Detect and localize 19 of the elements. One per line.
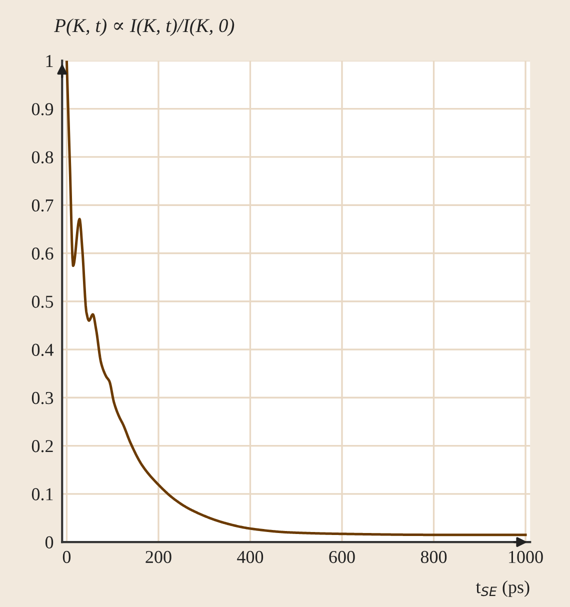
y-tick-label: 0.4 bbox=[32, 344, 54, 356]
y-tick-label: 0.8 bbox=[32, 151, 54, 164]
y-tick-label: 0.1 bbox=[32, 488, 53, 500]
y-tick-label: 0.3 bbox=[32, 392, 54, 404]
y-tick-label: 0 bbox=[45, 536, 54, 548]
x-axis-title: t$_{SE}$ (ps) bbox=[476, 580, 530, 597]
x-tick-label: 600 bbox=[329, 550, 355, 564]
x-tick-label: 400 bbox=[237, 550, 264, 564]
chart-title: P(K, t) ∝ I(K, t)/I(K, 0) bbox=[54, 18, 234, 36]
x-tick-label: 800 bbox=[420, 550, 447, 564]
y-tick-label: 0.6 bbox=[32, 248, 54, 260]
y-tick-label: 1 bbox=[46, 55, 53, 67]
y-tick-label: 0.7 bbox=[32, 199, 54, 212]
x-tick-label: 1000 bbox=[509, 550, 543, 564]
y-tick-label: 0.5 bbox=[32, 296, 54, 308]
y-tick-label: 0.9 bbox=[32, 103, 54, 116]
x-tick-label: 0 bbox=[62, 550, 71, 564]
y-tick-label: 0.2 bbox=[32, 440, 53, 452]
x-tick-label: 200 bbox=[146, 550, 172, 564]
